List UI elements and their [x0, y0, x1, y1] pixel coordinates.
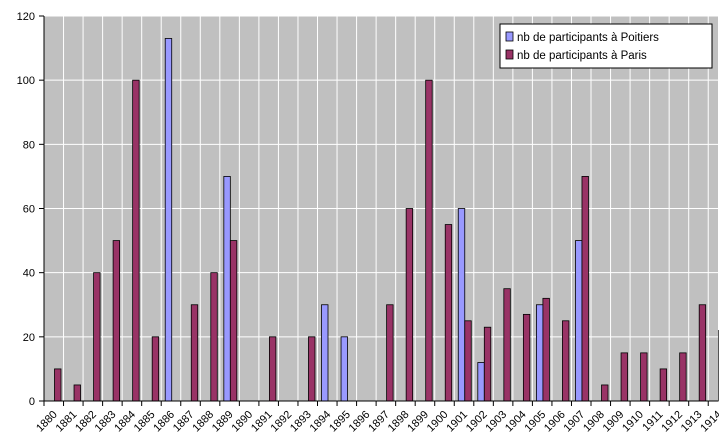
bar-paris-1881 — [73, 384, 81, 402]
bar-paris-1900 — [444, 224, 453, 402]
y-tick-label: 100 — [17, 75, 35, 87]
bar-poitiers-1905 — [536, 304, 544, 402]
bar-poitiers-1895 — [340, 336, 348, 402]
bar-paris-1889 — [229, 240, 238, 402]
legend: nb de participants à Poitiers nb de parti… — [499, 23, 713, 69]
bar-poitiers-1902 — [477, 362, 485, 402]
x-tick-label: 1880 — [34, 409, 60, 435]
bar-poitiers-1907 — [575, 240, 583, 402]
bar-paris-1907 — [581, 176, 589, 402]
legend-item: nb de participants à Poitiers — [505, 31, 659, 44]
bar-paris-1903 — [503, 288, 511, 402]
x-tick-label: 1882 — [73, 409, 99, 435]
bar-paris-1884 — [132, 79, 140, 402]
x-tick-label: 1884 — [112, 409, 138, 435]
bar-paris-1910 — [640, 352, 648, 402]
x-tick-label: 1894 — [308, 409, 334, 435]
bar-paris-1898 — [405, 208, 414, 402]
bar-paris-1880 — [54, 368, 62, 402]
x-tick-label: 1907 — [562, 409, 588, 435]
x-tick-label: 1906 — [542, 409, 568, 435]
x-tick-label: 1904 — [503, 409, 529, 435]
x-tick-label: 1901 — [444, 409, 470, 435]
bar-poitiers-1894 — [321, 304, 329, 402]
bar-poitiers-1889 — [223, 176, 231, 402]
bar-paris-1906 — [562, 320, 570, 402]
x-tick-label: 1887 — [171, 409, 197, 435]
bar-paris-1883 — [112, 240, 121, 402]
bar-paris-1899 — [425, 79, 433, 402]
bar-paris-1902 — [483, 326, 492, 402]
x-tick-label: 1890 — [229, 409, 255, 435]
x-tick-label: 1895 — [327, 409, 353, 435]
x-tick-label: 1898 — [386, 409, 412, 435]
legend-item: nb de participants à Paris — [505, 49, 647, 62]
x-tick-label: 1911 — [640, 409, 665, 434]
y-tick-label: 40 — [23, 268, 35, 280]
x-tick-label: 1914 — [698, 409, 719, 435]
x-tick-label: 1899 — [405, 409, 431, 435]
y-tick-label: 80 — [23, 139, 35, 151]
x-tick-label: 1908 — [581, 409, 607, 435]
bar-paris-1888 — [210, 272, 218, 402]
x-tick-label: 1905 — [522, 409, 548, 435]
x-tick-label: 1902 — [464, 409, 490, 435]
x-tick-label: 1889 — [210, 409, 236, 435]
x-tick-label: 1888 — [190, 409, 216, 435]
y-tick-label: 120 — [17, 11, 35, 23]
bar-paris-1897 — [386, 304, 394, 402]
y-tick-label: 20 — [23, 332, 35, 344]
x-tick-label: 1900 — [425, 409, 451, 435]
bar-paris-1893 — [308, 336, 316, 402]
bar-paris-1911 — [659, 368, 668, 402]
bar-paris-1909 — [620, 352, 628, 402]
bar-paris-1882 — [93, 272, 101, 402]
y-tick-label: 0 — [29, 396, 35, 408]
y-tick-label: 60 — [23, 204, 35, 216]
x-tick-label: 1891 — [249, 409, 275, 435]
legend-label: nb de participants à Poitiers — [517, 32, 659, 44]
x-tick-label: 1883 — [93, 409, 119, 435]
x-tick-label: 1893 — [288, 409, 314, 435]
x-tick-label: 1912 — [659, 409, 685, 435]
x-tick-label: 1909 — [601, 409, 627, 435]
x-tick-label: 1903 — [483, 409, 509, 435]
x-tick-label: 1910 — [620, 409, 646, 435]
legend-label: nb de participants à Paris — [517, 50, 647, 62]
bar-paris-1891 — [268, 336, 277, 402]
bar-paris-1912 — [679, 352, 687, 402]
bar-paris-1904 — [522, 313, 531, 402]
x-tick-label: 1896 — [347, 409, 373, 435]
bar-paris-1905 — [542, 297, 550, 402]
x-tick-label: 1897 — [366, 409, 392, 435]
bar-poitiers-1901 — [457, 208, 466, 402]
bar-poitiers-1886 — [164, 38, 173, 402]
legend-swatch — [505, 31, 514, 42]
x-tick-label: 1886 — [151, 409, 177, 435]
x-tick-label: 1881 — [54, 409, 80, 435]
legend-swatch — [505, 49, 514, 60]
bar-paris-1901 — [464, 320, 472, 402]
bar-paris-1885 — [151, 336, 160, 402]
bar-paris-1908 — [601, 384, 609, 402]
x-tick-label: 1913 — [679, 409, 705, 435]
bar-paris-1913 — [698, 304, 707, 402]
x-tick-label: 1892 — [269, 409, 295, 435]
x-tick-label: 1885 — [132, 409, 158, 435]
legend-box — [499, 23, 713, 69]
bar-paris-1887 — [190, 304, 199, 402]
